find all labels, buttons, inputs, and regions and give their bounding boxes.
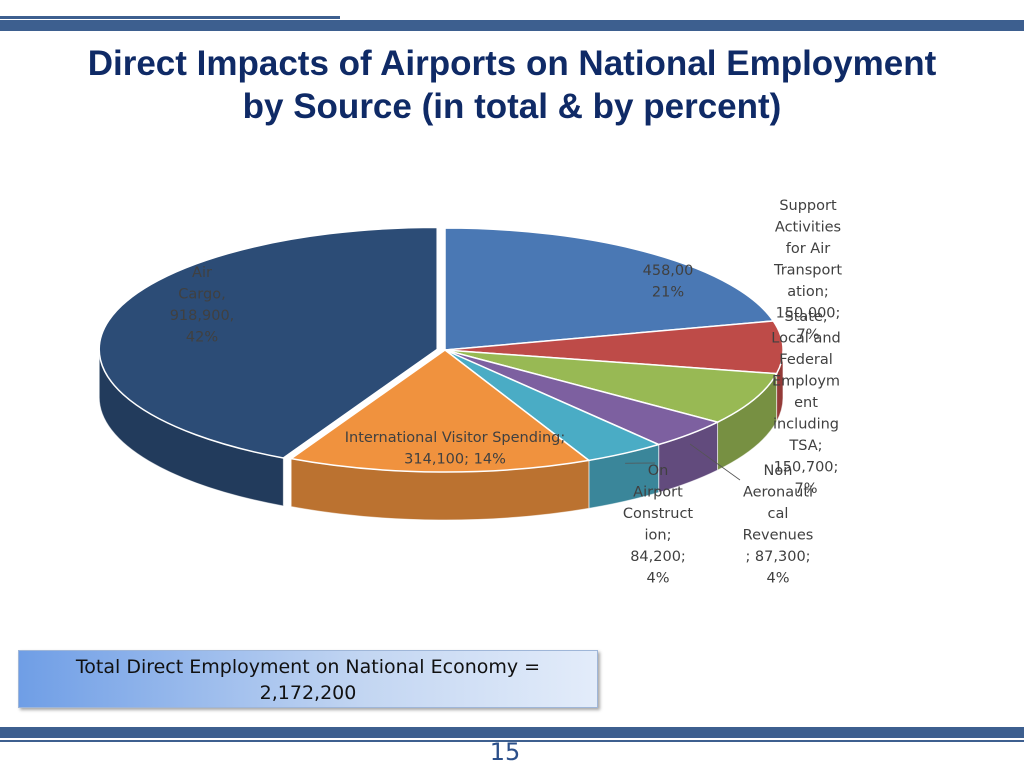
top-header-bar [0, 20, 1024, 31]
pie-chart: 458,00 21% Support Activities for Air Transpo… [98, 198, 843, 587]
pie-slice-air-cargo [98, 226, 438, 459]
data-label-non-aeronautical-revenues: Non Aeronauti cal Revenues; 87,300; 4% [743, 463, 814, 587]
data-label-air-transportation: 458,00 21% [643, 263, 694, 301]
total-employment-line-1: Total Direct Employment on National Econ… [75, 656, 541, 678]
pie-slices [98, 226, 784, 473]
data-label-on-airport-construction: On Airport Construct ion; 84,200; 4% [623, 463, 694, 587]
slide-title-line-1: Direct Impacts of Airports on National E… [87, 44, 937, 83]
leader-line-3 [689, 443, 741, 481]
pie-slice-air-transportation [444, 227, 775, 351]
pie-slice-support-activities-for-air-transportation [444, 320, 784, 375]
slide-title-line-2: by Source (in total & by percent) [242, 87, 782, 126]
total-employment-line-2: 2,172,200 [259, 682, 357, 704]
total-employment-box: Total Direct Employment on National Econ… [18, 650, 598, 708]
data-label-air-cargo: Air Cargo, 918,900, 42% [170, 265, 235, 346]
data-label-state-local-and-federal-employment-including-tsa: State, Local and Federal Employm ent includin… [771, 309, 840, 497]
slide-title: Direct Impacts of Airports on National E… [10, 42, 1014, 128]
page-number: 15 [489, 738, 521, 766]
pie-leader-lines [625, 443, 741, 481]
top-accent-line [0, 16, 340, 19]
data-label-international-visitor-spending: International Visitor Spending; 314,100; … [345, 430, 566, 468]
pie-slice-state-local-and-federal-employment-including-tsa [444, 349, 778, 423]
bottom-accent-line [0, 740, 1024, 742]
data-label-support-activities-for-air-transportation: Support Activities for Air Transport ation; 1… [773, 198, 842, 343]
bottom-footer-bar [0, 727, 1024, 738]
pie-data-labels: 458,00 21% Support Activities for Air Transpo… [170, 198, 843, 587]
pie-slice-international-visitor-spending [289, 349, 591, 473]
